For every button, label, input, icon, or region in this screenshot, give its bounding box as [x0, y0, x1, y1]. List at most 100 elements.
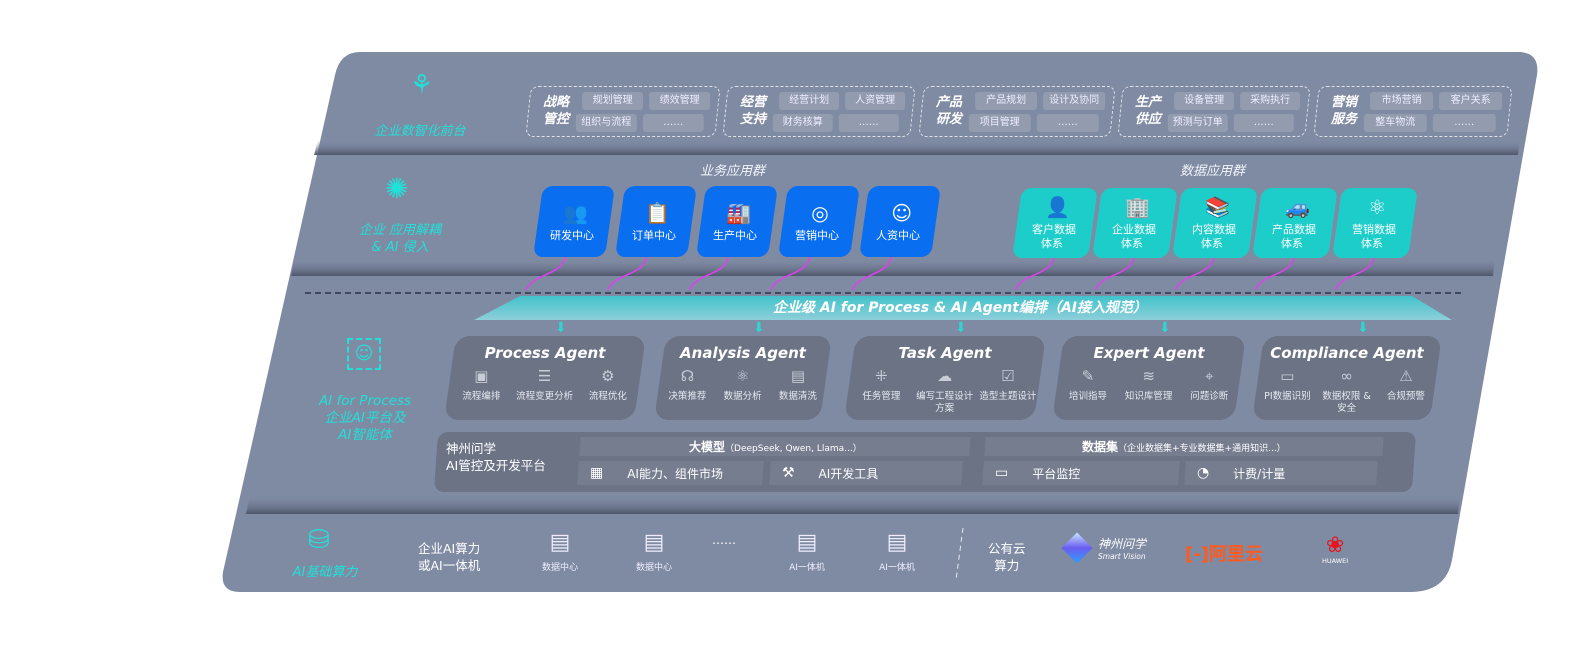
ai-layer-label-line2: 企业AI平台及 [324, 410, 406, 426]
front-group-title-line1: 营销 [1331, 95, 1358, 110]
platform-tool[interactable]: ▦ AI能力、组件市场 [577, 461, 764, 485]
agent-feature[interactable]: ▭ PI数据识别 [1258, 366, 1317, 403]
agent-feature[interactable]: ∞ 数据权限 & 安全 [1317, 366, 1376, 415]
platform-tool[interactable]: ⚒ AI开发工具 [769, 461, 963, 485]
business-app-label: 生产中心 [713, 228, 758, 242]
front-chip[interactable]: …… [1233, 114, 1294, 132]
data-app-card[interactable]: 👤 客户数据 体系 [1012, 188, 1098, 258]
agent-card[interactable]: Compliance Agent ▭ PI数据识别 ∞ 数据权限 & 安全 ⚠ 合规预警 [1252, 336, 1442, 420]
front-chip[interactable]: …… [838, 114, 899, 132]
atom-icon: ⚛ [1368, 195, 1387, 219]
data-app-label-line2: 体系 [1121, 237, 1144, 250]
data-app-card[interactable]: ⚛ 营销数据 体系 [1332, 188, 1418, 258]
logo-smart-vision: 神州问学 Smart Vision [1061, 532, 1146, 564]
agent-title: Process Agent [484, 344, 606, 362]
server-icon: ▤ [643, 530, 665, 555]
agent-card-content: Expert Agent ✎ 培训指导 ≋ 知识库管理 ⌖ 问题诊断 [1058, 336, 1240, 420]
agent-feature-label: 造型主题设计 [979, 391, 1037, 402]
agent-feature-label: 知识库管理 [1124, 391, 1173, 402]
data-app-card[interactable]: 🚙 产品数据 体系 [1252, 188, 1338, 258]
data-app-card[interactable]: 🏢 企业数据 体系 [1092, 188, 1178, 258]
front-chip[interactable]: 财务核算 [772, 114, 833, 132]
front-group-title-line2: 研发 [936, 112, 963, 127]
front-chip[interactable]: 项目管理 [968, 114, 1031, 132]
data-app-label-line2: 体系 [1041, 237, 1064, 250]
data-app-label-line1: 内容数据 [1192, 223, 1237, 236]
agent-feature[interactable]: ☰ 流程变更分析 [513, 366, 576, 403]
agent-feature[interactable]: ☁ 编写工程设计方案 [913, 366, 976, 415]
face-scan-icon: ☺ [347, 338, 381, 370]
agent-card[interactable]: Expert Agent ✎ 培训指导 ≋ 知识库管理 ⌖ 问题诊断 [1052, 336, 1246, 420]
front-group-title-line1: 生产 [1135, 95, 1162, 110]
apps-layer-label-line1: 企业 应用解耦 [358, 223, 442, 238]
agent-feature[interactable]: ⚛ 数据分析 [715, 366, 770, 403]
atom-icon: ⚛ [735, 367, 750, 385]
down-arrow-icon: ⬇ [555, 320, 567, 336]
data-app-card[interactable]: 📚 内容数据 体系 [1172, 188, 1258, 258]
front-chip[interactable]: 经营计划 [779, 92, 840, 110]
agent-title: Task Agent [898, 344, 992, 362]
agent-card[interactable]: Task Agent ⁜ 任务管理 ☁ 编写工程设计方案 ☑ 造型主题设计 [844, 336, 1046, 420]
dataset-note: （企业数据集+专业数据集+通用知识...） [1118, 444, 1286, 454]
business-app-card[interactable]: 📋 订单中心 [614, 186, 697, 257]
smart-vision-logo-icon [1061, 532, 1093, 564]
platform-tool-content: ▦ AI能力、组件市场 [578, 465, 723, 482]
business-apps-label: 业务应用群 [700, 164, 766, 179]
front-chip[interactable]: 设备管理 [1174, 92, 1235, 110]
front-chip[interactable]: 人资管理 [845, 92, 906, 110]
agent-orchestration-banner: 企业级 AI for Process & AI Agent编排（AI接入规范） [772, 300, 1148, 316]
front-chip[interactable]: 整车物流 [1363, 114, 1427, 132]
front-chip[interactable]: 绩效管理 [649, 92, 711, 110]
server-label: AI一体机 [879, 563, 915, 573]
platform-tool[interactable]: ◔ 计费/计量 [1184, 461, 1378, 485]
user-icon: 👤 [1044, 195, 1070, 219]
front-chip[interactable]: 预测与订单 [1167, 114, 1228, 132]
front-chip[interactable]: …… [642, 114, 704, 132]
monitor-icon: ▭ [995, 464, 1009, 481]
agent-card[interactable]: Process Agent ▣ 流程编排 ☰ 流程变更分析 ⚙ 流程优化 [444, 336, 646, 420]
front-chip[interactable]: 客户关系 [1439, 92, 1503, 110]
logo-huawei: ❀ HUAWEI [1322, 535, 1348, 566]
agent-card[interactable]: Analysis Agent ☊ 决策推荐 ⚛ 数据分析 ▤ 数据清洗 [654, 336, 832, 420]
agent-feature[interactable]: ⚙ 流程优化 [577, 366, 640, 403]
business-app-card[interactable]: ☺ 人资中心 [859, 186, 941, 257]
front-chip[interactable]: 采购执行 [1240, 92, 1301, 110]
front-shade [314, 140, 1520, 155]
infra-layer-label: AI基础算力 [292, 565, 358, 580]
agent-feature[interactable]: ☊ 决策推荐 [660, 366, 715, 403]
front-chip[interactable]: …… [1036, 114, 1099, 132]
agent-feature-label: 编写工程设计方案 [916, 391, 974, 414]
business-app-card[interactable]: 🏭 生产中心 [696, 186, 778, 257]
agent-feature[interactable]: ✎ 培训指导 [1058, 366, 1118, 403]
business-app-card[interactable]: 👥 研发中心 [533, 186, 615, 257]
front-group: 经营 支持 经营计划 人资管理 财务核算 …… [722, 86, 916, 137]
front-chip[interactable]: 设计及协同 [1043, 92, 1106, 110]
logo-aliyun: [-]阿里云 [1185, 540, 1263, 566]
platform-tool[interactable]: ▭ 平台监控 [982, 461, 1180, 485]
agent-feature-label: 数据分析 [723, 391, 762, 402]
agent-feature[interactable]: ≋ 知识库管理 [1119, 366, 1179, 403]
agent-feature[interactable]: ⌖ 问题诊断 [1179, 366, 1239, 403]
front-group-title: 战略 管控 [543, 94, 569, 128]
data-app-label-line2: 体系 [1201, 237, 1224, 250]
data-app-label-line1: 企业数据 [1112, 223, 1157, 236]
agent-feature[interactable]: ▣ 流程编排 [450, 366, 513, 403]
server-item: ▤ 数据中心 [630, 530, 678, 573]
market-icon: ▦ [590, 464, 604, 481]
front-chip[interactable]: 产品规划 [975, 92, 1038, 110]
front-chip[interactable]: …… [1432, 114, 1496, 132]
large-model-bar: 大模型（DeepSeek, Qwen, Llama...） [579, 437, 971, 456]
ai-layer-label-line1: AI for Process [318, 393, 412, 409]
front-chip[interactable]: 市场营销 [1370, 92, 1434, 110]
agent-feature[interactable]: ▤ 数据清洗 [771, 366, 826, 403]
agent-feature[interactable]: ⁜ 任务管理 [850, 366, 913, 403]
agent-feature[interactable]: ⚠ 合规预警 [1377, 366, 1436, 403]
agent-feature[interactable]: ☑ 造型主题设计 [977, 366, 1040, 403]
public-cloud-line1: 公有云 [988, 541, 1026, 556]
business-app-card[interactable]: ◎ 营销中心 [777, 186, 860, 257]
front-chip[interactable]: 规划管理 [582, 92, 644, 110]
agent-feature-label: 流程编排 [462, 391, 501, 402]
front-chip[interactable]: 组织与流程 [575, 114, 637, 132]
smart-vision-sub: Smart Vision [1098, 552, 1146, 561]
agent-title: Compliance Agent [1270, 344, 1424, 362]
